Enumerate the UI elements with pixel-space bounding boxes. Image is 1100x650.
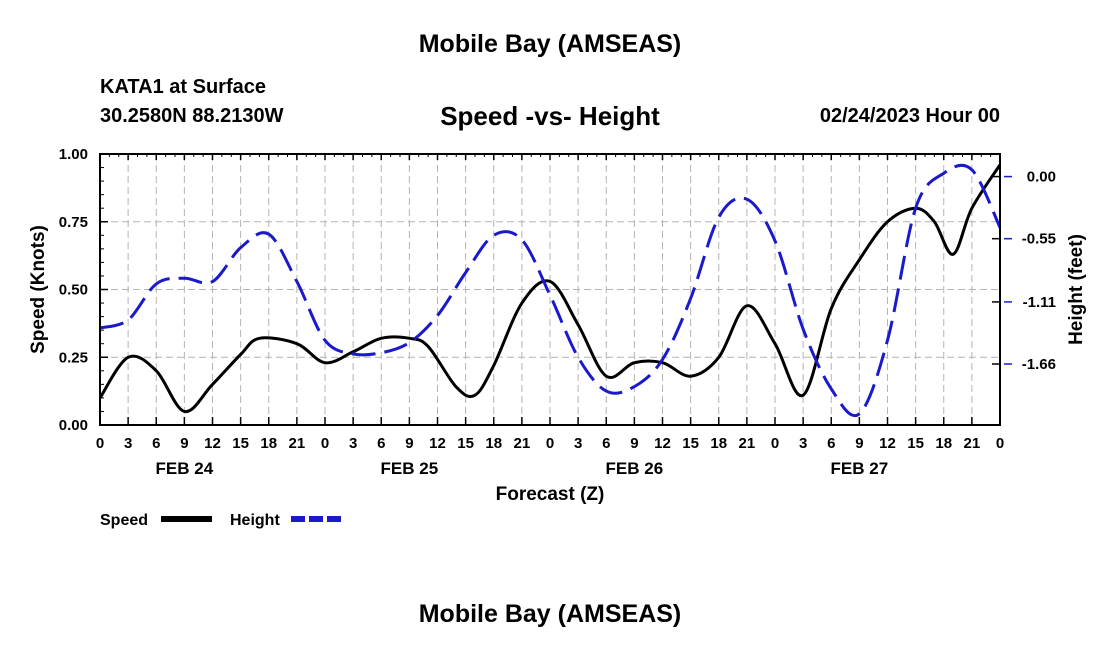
x-tick-label: 3 bbox=[124, 435, 132, 452]
date-label: FEB 25 bbox=[381, 459, 439, 478]
footer-title: Mobile Bay (AMSEAS) bbox=[418, 600, 682, 628]
x-tick-label: 12 bbox=[654, 435, 671, 452]
y-left-tick-label: 0.25 bbox=[59, 349, 88, 366]
legend-label-speed: Speed bbox=[100, 512, 148, 529]
x-tick-label: 0 bbox=[321, 435, 329, 452]
x-tick-label: 12 bbox=[204, 435, 221, 452]
x-tick-label: 12 bbox=[429, 435, 446, 452]
x-tick-label: 21 bbox=[289, 435, 306, 452]
x-tick-label: 3 bbox=[574, 435, 582, 452]
x-tick-label: 15 bbox=[907, 435, 924, 452]
y-left-tick-label: 0.50 bbox=[59, 282, 88, 299]
y-right-tick-label: -1.11 bbox=[1023, 294, 1056, 311]
x-tick-label: 0 bbox=[546, 435, 554, 452]
x-tick-label: 15 bbox=[457, 435, 474, 452]
axis-labels: 0 3 6 9 12 15 18 21 0 3 6 9 12 15 18 21 0 3 6 9 12 15 18 21 0 3 6 9… bbox=[28, 146, 1087, 505]
x-tick-label: 3 bbox=[349, 435, 357, 452]
x-tick-label: 0 bbox=[771, 435, 779, 452]
coordinates-label: 30.2580N 88.2130W bbox=[100, 105, 284, 127]
x-tick-label: 3 bbox=[799, 435, 807, 452]
x-tick-label: 9 bbox=[405, 435, 413, 452]
y-right-tick-label: -0.55 bbox=[1022, 231, 1056, 248]
y-left-axis-title: Speed (Knots) bbox=[28, 225, 49, 354]
axis-ticks bbox=[99, 153, 1012, 426]
x-tick-label: 12 bbox=[879, 435, 896, 452]
y-left-tick-label: 0.75 bbox=[59, 214, 88, 231]
x-tick-label: 6 bbox=[152, 435, 160, 452]
station-label: KATA1 at Surface bbox=[100, 76, 266, 98]
x-tick-label: 15 bbox=[682, 435, 699, 452]
chart-subtitle: Speed -vs- Height bbox=[440, 101, 660, 131]
x-tick-label: 6 bbox=[827, 435, 835, 452]
x-tick-label: 0 bbox=[996, 435, 1004, 452]
date-label: FEB 26 bbox=[606, 459, 664, 478]
speed-series-line bbox=[98, 163, 1002, 413]
date-label: FEB 27 bbox=[831, 459, 889, 478]
series-lines bbox=[98, 163, 1002, 418]
legend-label-height: Height bbox=[230, 512, 280, 529]
x-tick-label: 9 bbox=[180, 435, 188, 452]
x-tick-label: 9 bbox=[855, 435, 863, 452]
x-tick-label: 18 bbox=[935, 435, 952, 452]
x-tick-label: 0 bbox=[96, 435, 104, 452]
x-tick-label: 21 bbox=[739, 435, 756, 452]
x-tick-label: 9 bbox=[630, 435, 638, 452]
forecast-datetime: 02/24/2023 Hour 00 bbox=[819, 105, 1000, 127]
y-right-axis-title: Height (feet) bbox=[1066, 234, 1087, 345]
chart-legend: Speed Height bbox=[100, 512, 342, 529]
height-series-line bbox=[99, 163, 1002, 418]
y-right-tick-label: -1.66 bbox=[1022, 356, 1056, 373]
chart-main-title: Mobile Bay (AMSEAS) bbox=[418, 30, 682, 58]
y-left-tick-label: 0.00 bbox=[59, 417, 88, 434]
x-tick-label: 21 bbox=[964, 435, 981, 452]
grid-lines bbox=[100, 154, 1000, 425]
x-axis-title: Forecast (Z) bbox=[496, 484, 605, 505]
x-tick-label: 18 bbox=[710, 435, 727, 452]
x-tick-label: 6 bbox=[602, 435, 610, 452]
x-tick-label: 15 bbox=[232, 435, 249, 452]
y-right-tick-label: 0.00 bbox=[1027, 169, 1056, 186]
x-tick-label: 18 bbox=[485, 435, 502, 452]
x-tick-label: 21 bbox=[514, 435, 531, 452]
x-tick-label: 6 bbox=[377, 435, 385, 452]
y-left-tick-label: 1.00 bbox=[59, 146, 88, 163]
date-label: FEB 24 bbox=[156, 459, 214, 478]
x-tick-label: 18 bbox=[260, 435, 277, 452]
